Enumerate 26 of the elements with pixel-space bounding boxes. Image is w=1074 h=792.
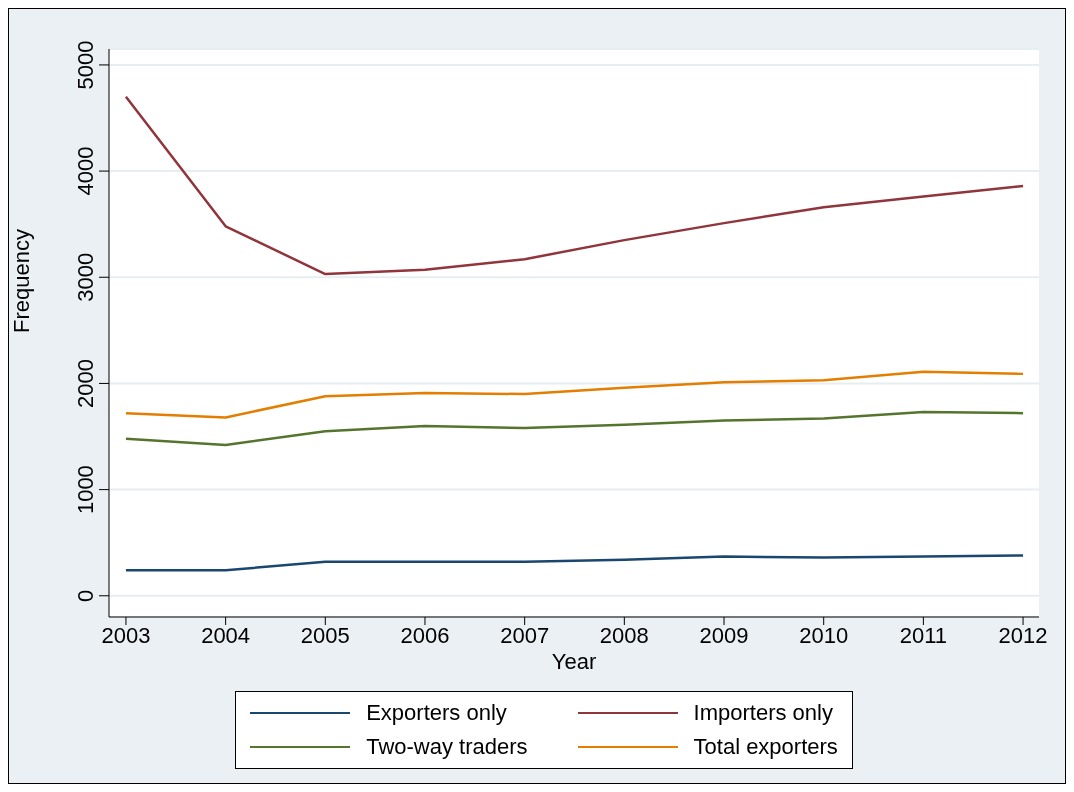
x-tick-label: 2007 [500, 622, 550, 648]
x-tick-label: 2010 [799, 622, 849, 648]
line-series [124, 95, 1025, 276]
x-tick-label: 2005 [300, 622, 350, 648]
y-tick-label: 1000 [73, 465, 98, 515]
x-tick-label: 2011 [899, 622, 948, 648]
x-axis-title: Year [551, 649, 597, 674]
y-tick-label: 0 [73, 589, 98, 602]
y-tick-label: 5000 [73, 40, 98, 90]
line-series [124, 370, 1025, 419]
x-tick-label: 2006 [400, 622, 450, 648]
line-series [124, 554, 1025, 572]
x-tick-label: 2009 [699, 622, 749, 648]
x-tick-label: 2008 [599, 622, 649, 648]
legend-label: Two-way traders [366, 734, 528, 760]
y-axis-title: Frequency [8, 229, 34, 333]
x-tick-label: 2004 [201, 622, 251, 648]
y-tick-label: 4000 [73, 146, 98, 196]
x-tick-label: 2003 [101, 622, 151, 648]
y-tick-label: 3000 [73, 252, 98, 302]
line-series [124, 410, 1025, 447]
y-tick-label: 2000 [73, 358, 98, 408]
legend-label: Total exporters [693, 734, 838, 760]
legend-label: Exporters only [366, 700, 507, 726]
legend-label: Importers only [693, 700, 833, 726]
x-tick-label: 2012 [998, 622, 1048, 648]
